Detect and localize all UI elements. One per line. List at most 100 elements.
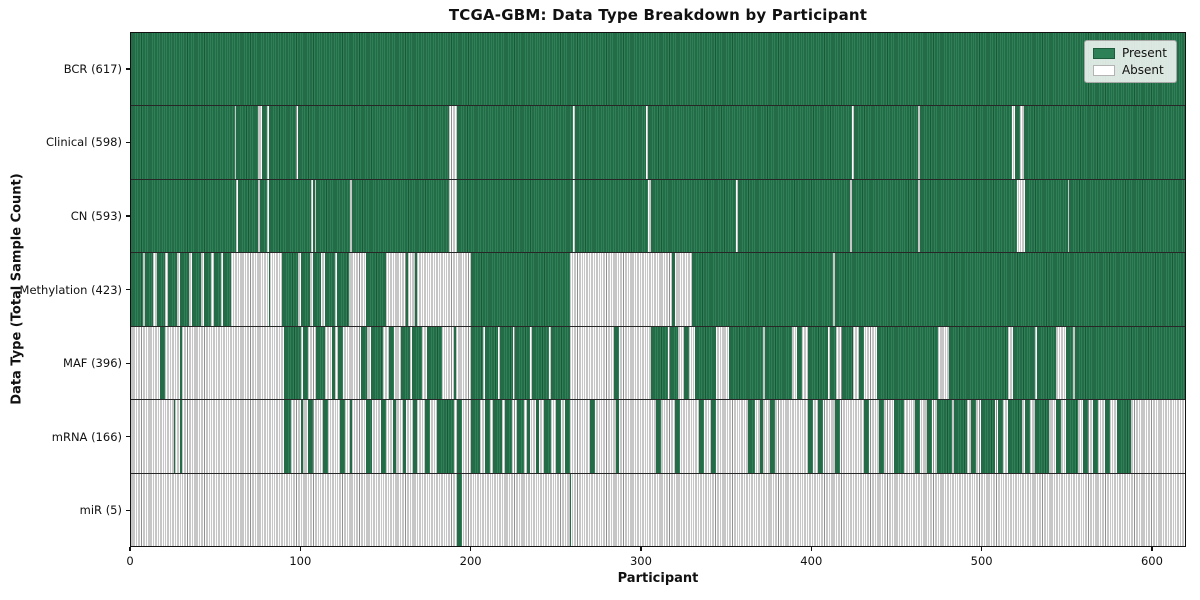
present-segment [380, 400, 386, 473]
present-segment [1055, 400, 1061, 473]
present-segment [282, 253, 298, 326]
present-segment [683, 326, 689, 400]
present-segment [392, 400, 397, 473]
x-tick-mark [980, 547, 983, 551]
present-segment [301, 400, 303, 473]
present-segment [858, 326, 864, 400]
present-segment [505, 400, 512, 473]
present-segment [590, 400, 596, 473]
present-segment [953, 400, 968, 473]
present-segment [1083, 400, 1089, 473]
present-segment [998, 400, 1004, 473]
present-segment [180, 400, 182, 473]
present-segment [569, 473, 572, 546]
present-segment [236, 106, 259, 179]
present-segment [484, 400, 490, 473]
present-segment [471, 253, 570, 326]
present-segment [307, 400, 313, 473]
present-segment [765, 326, 793, 400]
present-segment [919, 179, 1017, 253]
present-segment [807, 400, 813, 473]
y-tick-mark [126, 436, 130, 438]
x-tick-label: 500 [970, 554, 993, 568]
present-segment [413, 400, 417, 473]
present-segment [532, 326, 550, 400]
present-segment [675, 400, 681, 473]
plot-area: Present Absent [130, 32, 1186, 547]
present-segment [301, 253, 310, 326]
legend-swatch-absent [1092, 64, 1115, 76]
present-segment [425, 400, 431, 473]
legend-label: Present [1121, 46, 1167, 60]
present-segment [613, 326, 619, 400]
present-segment [853, 106, 919, 179]
present-segment [863, 400, 869, 473]
present-segment [436, 400, 454, 473]
present-segment [877, 326, 939, 400]
present-segment [156, 253, 165, 326]
present-segment [457, 400, 463, 473]
present-segment [316, 326, 325, 400]
present-segment [1025, 400, 1031, 473]
present-segment [834, 400, 840, 473]
present-segment [350, 400, 352, 473]
x-tick-label: 100 [289, 554, 312, 568]
present-segment [515, 326, 531, 400]
present-segment [516, 400, 524, 473]
present-segment [748, 400, 755, 473]
x-tick-label: 400 [800, 554, 823, 568]
present-segment [370, 326, 383, 400]
present-segment [484, 326, 499, 400]
present-segment [331, 326, 335, 400]
present-segment [324, 253, 335, 326]
present-segment [1037, 326, 1056, 400]
present-segment [1025, 179, 1068, 253]
present-segment [651, 326, 669, 400]
present-segment [457, 179, 573, 253]
y-tick-label: mRNA (166) [51, 429, 122, 444]
present-segment [574, 106, 647, 179]
present-segment [1093, 400, 1099, 473]
y-tick-mark [126, 141, 130, 144]
present-segment [948, 326, 1009, 400]
row-mir [131, 472, 1185, 546]
present-segment [669, 326, 679, 400]
present-segment [841, 326, 854, 400]
present-segment [919, 106, 1012, 179]
legend: Present Absent [1083, 40, 1177, 83]
x-tick-label: 300 [629, 554, 652, 568]
present-segment [268, 106, 296, 179]
present-segment [352, 179, 449, 253]
present-segment [454, 326, 456, 400]
present-segment [214, 253, 222, 326]
present-segment [817, 400, 823, 473]
present-segment [312, 253, 322, 326]
present-segment [168, 253, 177, 326]
present-segment [426, 326, 443, 400]
y-tick-mark [126, 289, 130, 291]
present-segment [173, 400, 176, 473]
present-segment [159, 326, 165, 400]
present-segment [651, 179, 737, 253]
x-tick-mark [1151, 547, 1153, 551]
present-segment [457, 106, 573, 179]
present-segment [656, 400, 662, 473]
present-segment [340, 400, 346, 473]
present-segment [336, 253, 349, 326]
present-segment [471, 400, 480, 473]
present-segment [238, 179, 259, 253]
row-cn [131, 178, 1185, 253]
present-segment [365, 253, 386, 326]
present-segment [471, 326, 483, 400]
present-segment [411, 326, 422, 400]
present-segment [527, 400, 531, 473]
present-segment [302, 326, 308, 400]
present-segment [457, 473, 463, 546]
present-segment [1013, 326, 1036, 400]
present-segment [550, 326, 570, 400]
legend-item: Present [1092, 46, 1167, 60]
present-segment [1008, 400, 1022, 473]
present-segment [729, 326, 764, 400]
present-segment [180, 326, 182, 400]
